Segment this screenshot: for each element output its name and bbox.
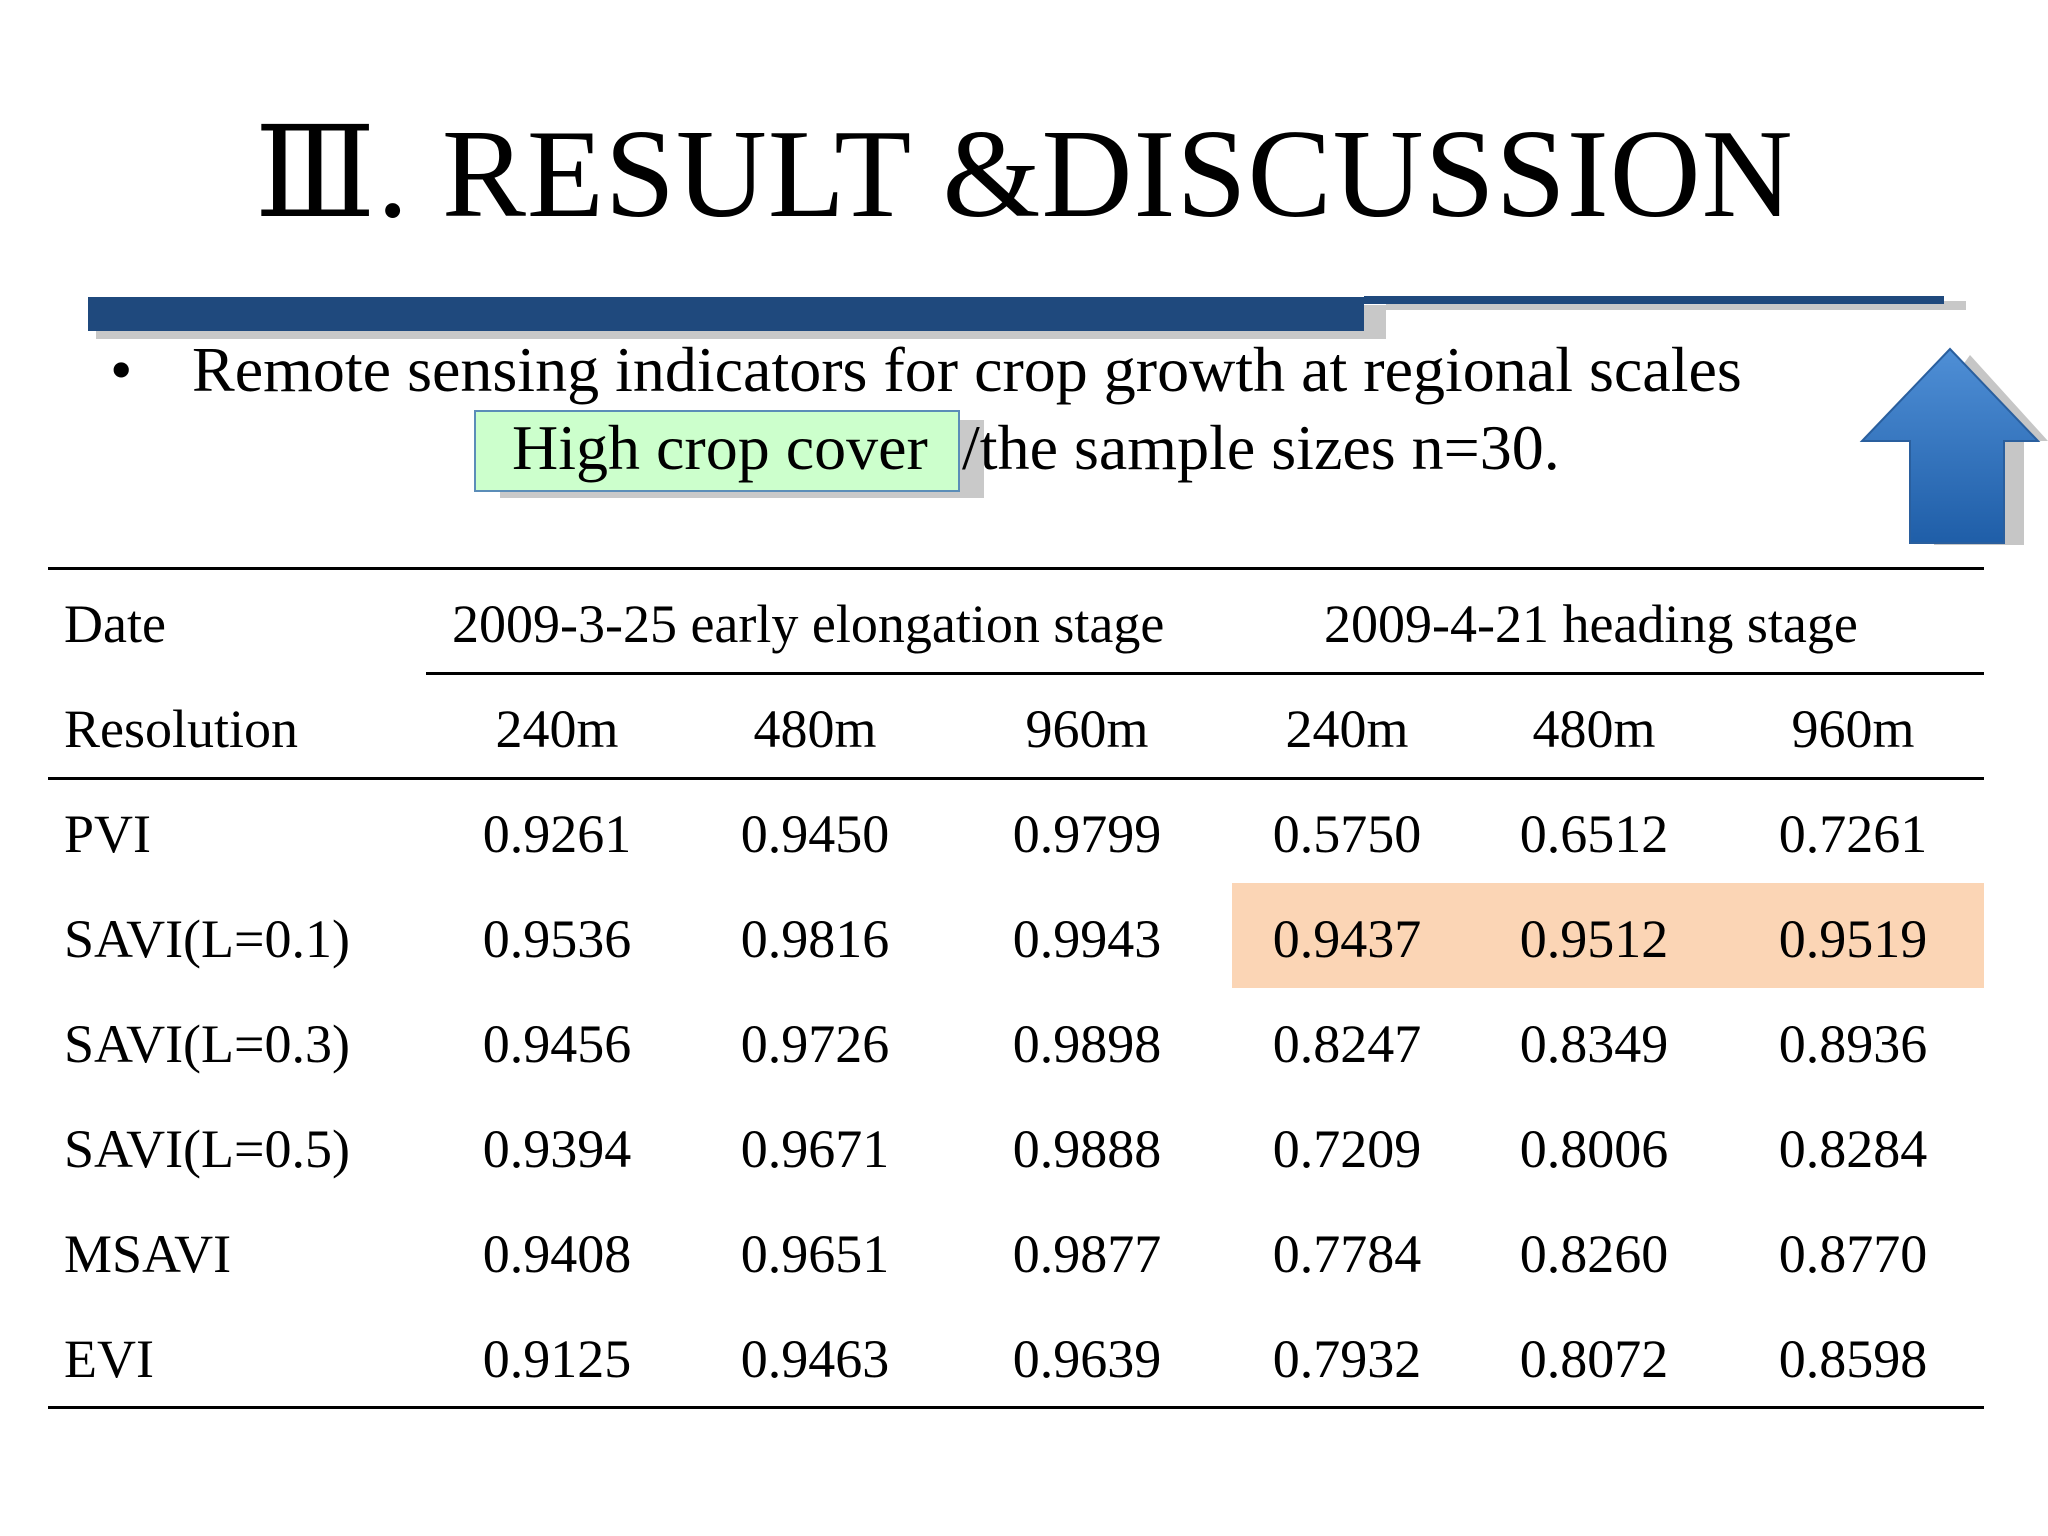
- table-cell: 0.9943: [1012, 909, 1162, 969]
- table-cell: 0.9877: [1012, 1224, 1162, 1284]
- resolution-label: Resolution: [64, 699, 299, 759]
- table-cell: 0.8247: [1272, 1014, 1422, 1074]
- highlight-box: [474, 410, 960, 492]
- resolution-header-4: 240m: [1285, 699, 1409, 759]
- date-label: Date: [64, 594, 166, 654]
- table-top-rule: [48, 567, 1984, 570]
- resolution-header-6: 960m: [1791, 699, 1915, 759]
- table-cell: 0.9888: [1012, 1119, 1162, 1179]
- row-label: MSAVI: [64, 1224, 232, 1284]
- table-cell: 0.9639: [1012, 1329, 1162, 1389]
- table-cell: 0.9799: [1012, 804, 1162, 864]
- row-label: EVI: [64, 1329, 154, 1389]
- resolution-header-2: 480m: [753, 699, 877, 759]
- table-cell: 0.9816: [740, 909, 890, 969]
- resolution-header-5: 480m: [1532, 699, 1656, 759]
- row-label: SAVI(L=0.5): [64, 1119, 350, 1179]
- table-header-rule: [48, 777, 1984, 780]
- row-label: SAVI(L=0.3): [64, 1014, 350, 1074]
- table-cell: 0.9394: [482, 1119, 632, 1179]
- divider-thin-shadow: [1386, 301, 1966, 310]
- table-cell: 0.8260: [1519, 1224, 1669, 1284]
- table-cell: 0.9512: [1519, 909, 1669, 969]
- bullet-text: Remote sensing indicators for crop growt…: [192, 334, 1742, 405]
- table-bottom-rule: [48, 1406, 1984, 1409]
- table-cell: 0.8072: [1519, 1329, 1669, 1389]
- resolution-header-3: 960m: [1025, 699, 1149, 759]
- up-arrow-icon[interactable]: [1858, 345, 2048, 550]
- highlighted-cells: [1232, 883, 1984, 988]
- table-cell: 0.9408: [482, 1224, 632, 1284]
- table-cell: 0.8770: [1778, 1224, 1928, 1284]
- table-cell: 0.8284: [1778, 1119, 1928, 1179]
- table-cell: 0.9898: [1012, 1014, 1162, 1074]
- table-cell: 0.9261: [482, 804, 632, 864]
- table-cell: 0.9450: [740, 804, 890, 864]
- table-cell: 0.9437: [1272, 909, 1422, 969]
- table-cell: 0.9671: [740, 1119, 890, 1179]
- table-cell: 0.9536: [482, 909, 632, 969]
- divider-thin-bar: [1364, 296, 1944, 304]
- table-cell: 0.8006: [1519, 1119, 1669, 1179]
- table-group-rule: [426, 672, 1984, 675]
- table-cell: 0.9463: [740, 1329, 890, 1389]
- sub-text: /the sample sizes n=30.: [962, 412, 1560, 483]
- group-header-2: 2009-4-21 heading stage: [1324, 594, 1858, 654]
- table-cell: 0.9456: [482, 1014, 632, 1074]
- table-cell: 0.8598: [1778, 1329, 1928, 1389]
- table-cell: 0.5750: [1272, 804, 1422, 864]
- highlight-text: High crop cover: [512, 412, 928, 483]
- group-header-1: 2009-3-25 early elongation stage: [452, 594, 1165, 654]
- row-label: PVI: [64, 804, 152, 864]
- resolution-header-1: 240m: [495, 699, 619, 759]
- table-cell: 0.7932: [1272, 1329, 1422, 1389]
- table-cell: 0.6512: [1519, 804, 1669, 864]
- table-cell: 0.7209: [1272, 1119, 1422, 1179]
- table-cell: 0.9726: [740, 1014, 890, 1074]
- divider-bar: [88, 297, 1364, 331]
- table-cell: 0.9125: [482, 1329, 632, 1389]
- table-cell: 0.8349: [1519, 1014, 1669, 1074]
- bullet-symbol: •: [110, 334, 133, 405]
- table-cell: 0.7784: [1272, 1224, 1422, 1284]
- table-cell: 0.9519: [1778, 909, 1928, 969]
- table-cell: 0.7261: [1778, 804, 1928, 864]
- bullet-item: • Remote sensing indicators for crop grow…: [110, 330, 1742, 410]
- table-cell: 0.8936: [1778, 1014, 1928, 1074]
- row-label: SAVI(L=0.1): [64, 909, 350, 969]
- slide-title: Ⅲ. RESULT &DISCUSSION: [254, 105, 1794, 244]
- table-cell: 0.9651: [740, 1224, 890, 1284]
